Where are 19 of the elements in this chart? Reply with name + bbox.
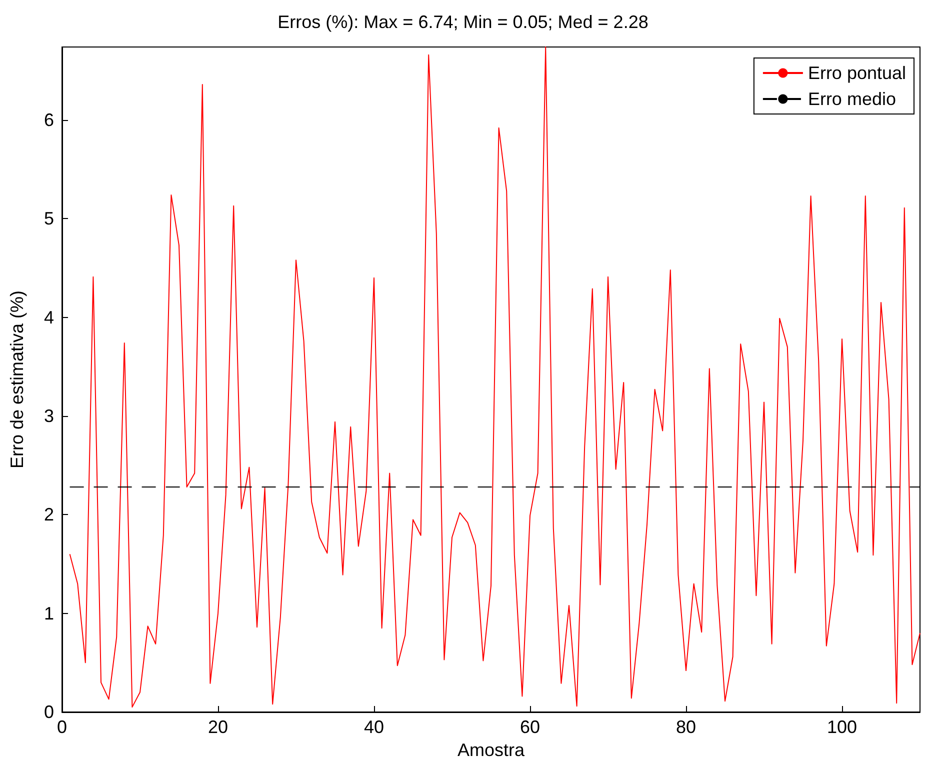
y-tick-label: 2 (44, 504, 54, 525)
y-tick-label: 5 (44, 208, 54, 229)
legend-label: Erro medio (808, 89, 896, 109)
y-tick-label: 1 (44, 603, 54, 624)
y-tick-label: 0 (44, 702, 54, 722)
line-series (69, 46, 920, 708)
y-tick-label: 4 (44, 307, 54, 328)
legend-label: Erro pontual (808, 63, 906, 83)
x-tick-label: 20 (208, 717, 228, 737)
x-tick-label: 80 (676, 717, 696, 737)
x-tick-label: 100 (826, 717, 858, 737)
y-tick-label: 6 (44, 110, 54, 130)
x-tick-label: 60 (520, 717, 540, 737)
y-axis-title: Erro de estimativa (%) (7, 290, 27, 469)
x-tick-label: 0 (56, 717, 68, 737)
chart-title: Erros (%): Max = 6.74; Min = 0.05; Med = 2.28 (278, 12, 648, 32)
y-tick-label: 3 (44, 406, 54, 426)
x-axis-title: Amostra (457, 740, 526, 760)
x-tick-label: 40 (364, 717, 384, 737)
